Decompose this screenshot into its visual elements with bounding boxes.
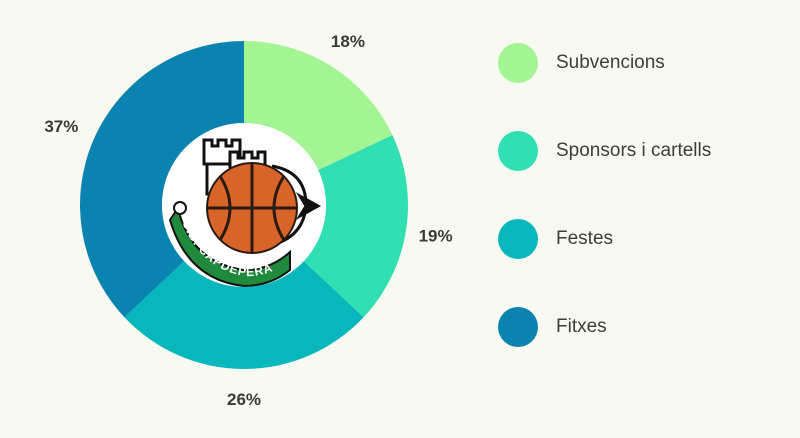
slice-sponsors-i-cartells <box>303 135 408 318</box>
slice-value-label: 26% <box>227 390 261 409</box>
slice-value-label: 37% <box>44 117 78 136</box>
legend-item: Sponsors i cartells <box>498 130 711 172</box>
slice-labels: 18% 19% 26% 37% <box>44 32 452 409</box>
slice-value-label: 19% <box>419 226 453 245</box>
basketball-icon <box>206 162 298 254</box>
legend-label: Subvencions <box>556 52 665 73</box>
legend-item: Fitxes <box>498 306 711 348</box>
club-logo: C.B. CAPDEPERA <box>162 123 326 288</box>
slice-fitxes <box>80 41 244 318</box>
legend-swatch <box>498 219 538 259</box>
legend-item: Subvencions <box>498 42 711 84</box>
legend-swatch <box>498 307 538 347</box>
legend: Subvencions Sponsors i cartells Festes Fitx… <box>498 42 711 394</box>
legend-swatch <box>498 43 538 83</box>
slice-festes <box>124 261 364 369</box>
legend-label: Festes <box>556 228 614 249</box>
legend-swatch <box>498 131 538 171</box>
donut-slices <box>80 41 408 369</box>
legend-label: Sponsors i cartells <box>556 140 712 161</box>
slice-subvencions <box>244 41 393 171</box>
legend-item: Festes <box>498 218 711 260</box>
legend-label: Fitxes <box>556 316 607 337</box>
slice-value-label: 18% <box>331 32 365 51</box>
